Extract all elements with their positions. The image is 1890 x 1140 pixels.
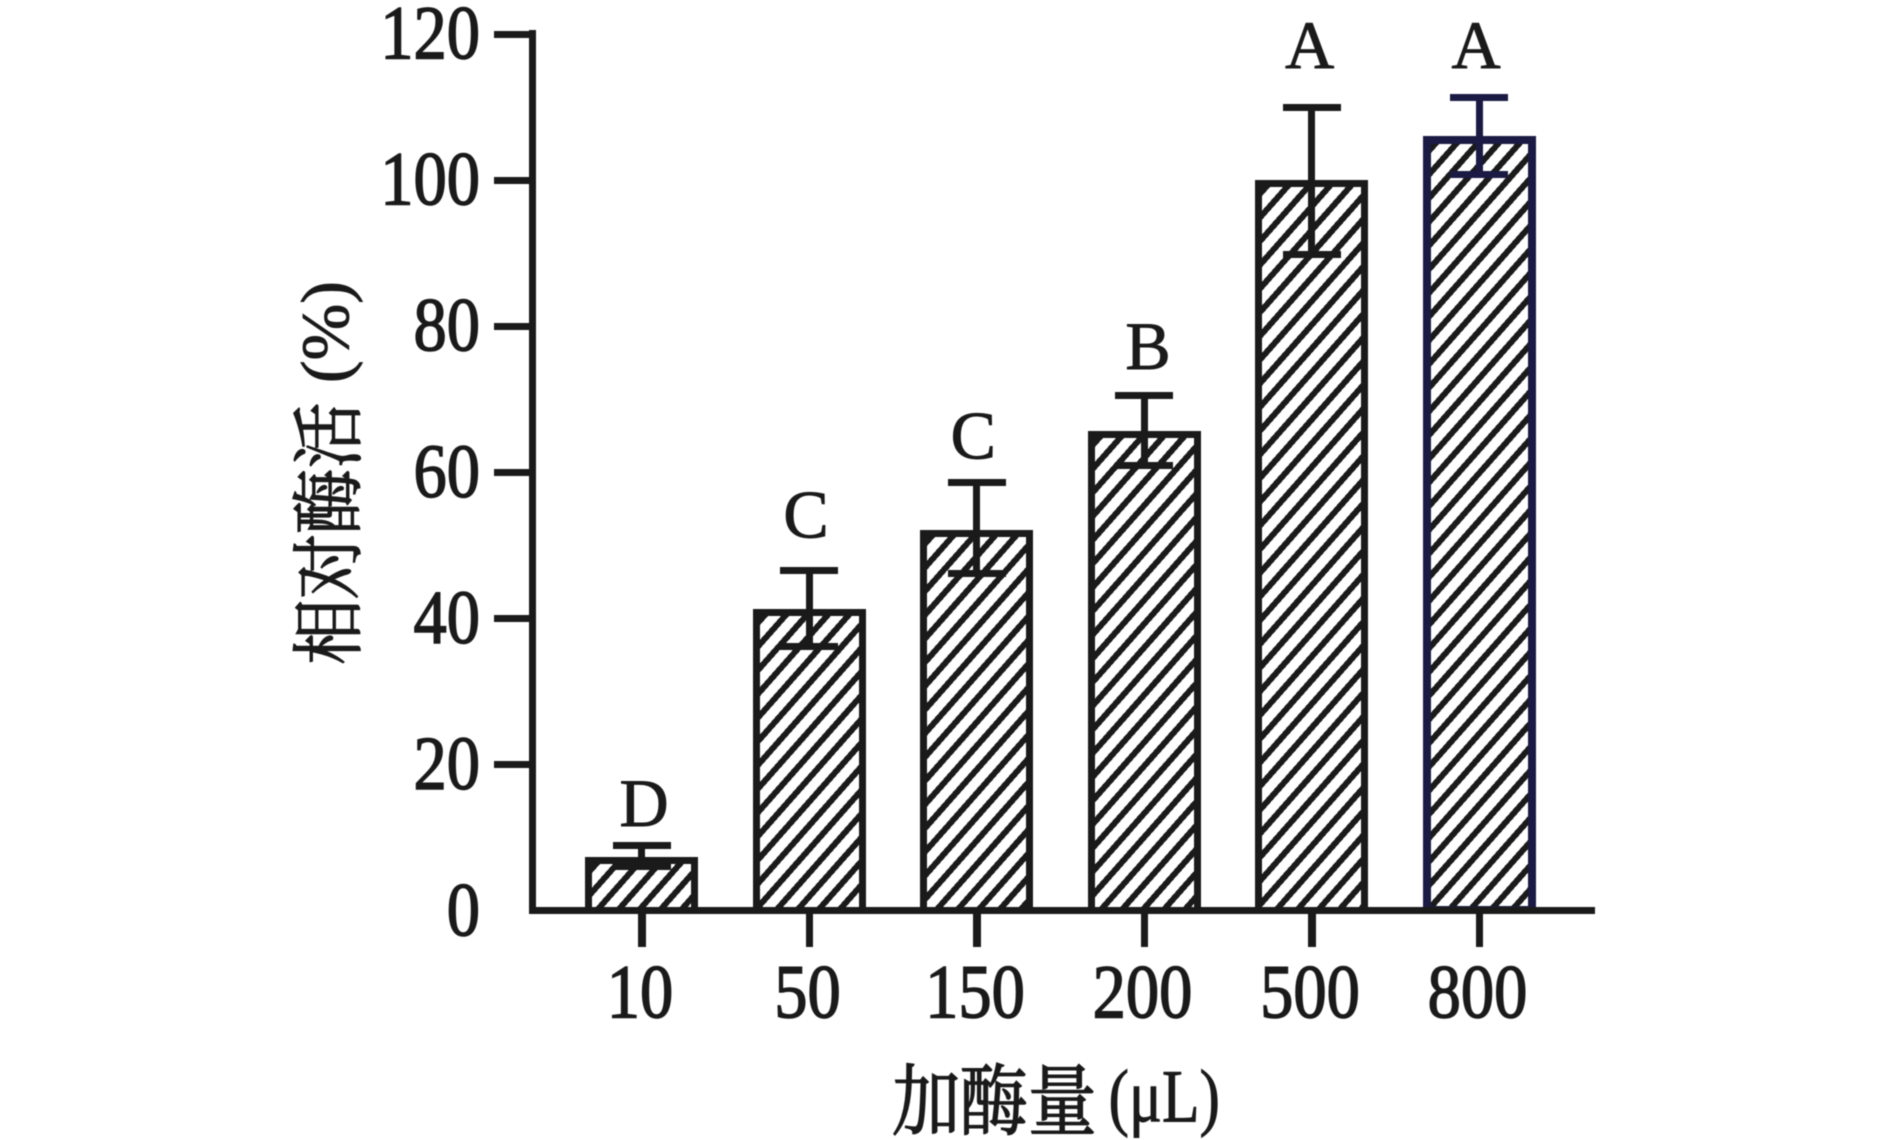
svg-text:200: 200 — [1093, 950, 1193, 1034]
svg-text:80: 80 — [414, 284, 480, 368]
svg-text:20: 20 — [414, 722, 480, 806]
svg-text:C: C — [951, 398, 996, 474]
svg-text:40: 40 — [414, 576, 480, 660]
svg-text:150: 150 — [925, 950, 1025, 1034]
svg-text:100: 100 — [380, 137, 480, 221]
svg-text:B: B — [1125, 308, 1170, 384]
svg-text:10: 10 — [607, 950, 673, 1034]
svg-text:0: 0 — [447, 868, 480, 952]
svg-text:A: A — [1451, 7, 1500, 83]
svg-text:(μL): (μL) — [1109, 1055, 1221, 1138]
svg-text:60: 60 — [414, 430, 480, 514]
svg-text:120: 120 — [380, 0, 480, 75]
svg-text:D: D — [619, 765, 668, 841]
svg-text:A: A — [1285, 7, 1334, 83]
svg-text:50: 50 — [774, 950, 840, 1034]
svg-text:500: 500 — [1260, 950, 1360, 1034]
svg-text:(%): (%) — [287, 281, 363, 383]
svg-text:800: 800 — [1428, 950, 1528, 1034]
svg-text:C: C — [783, 477, 828, 553]
